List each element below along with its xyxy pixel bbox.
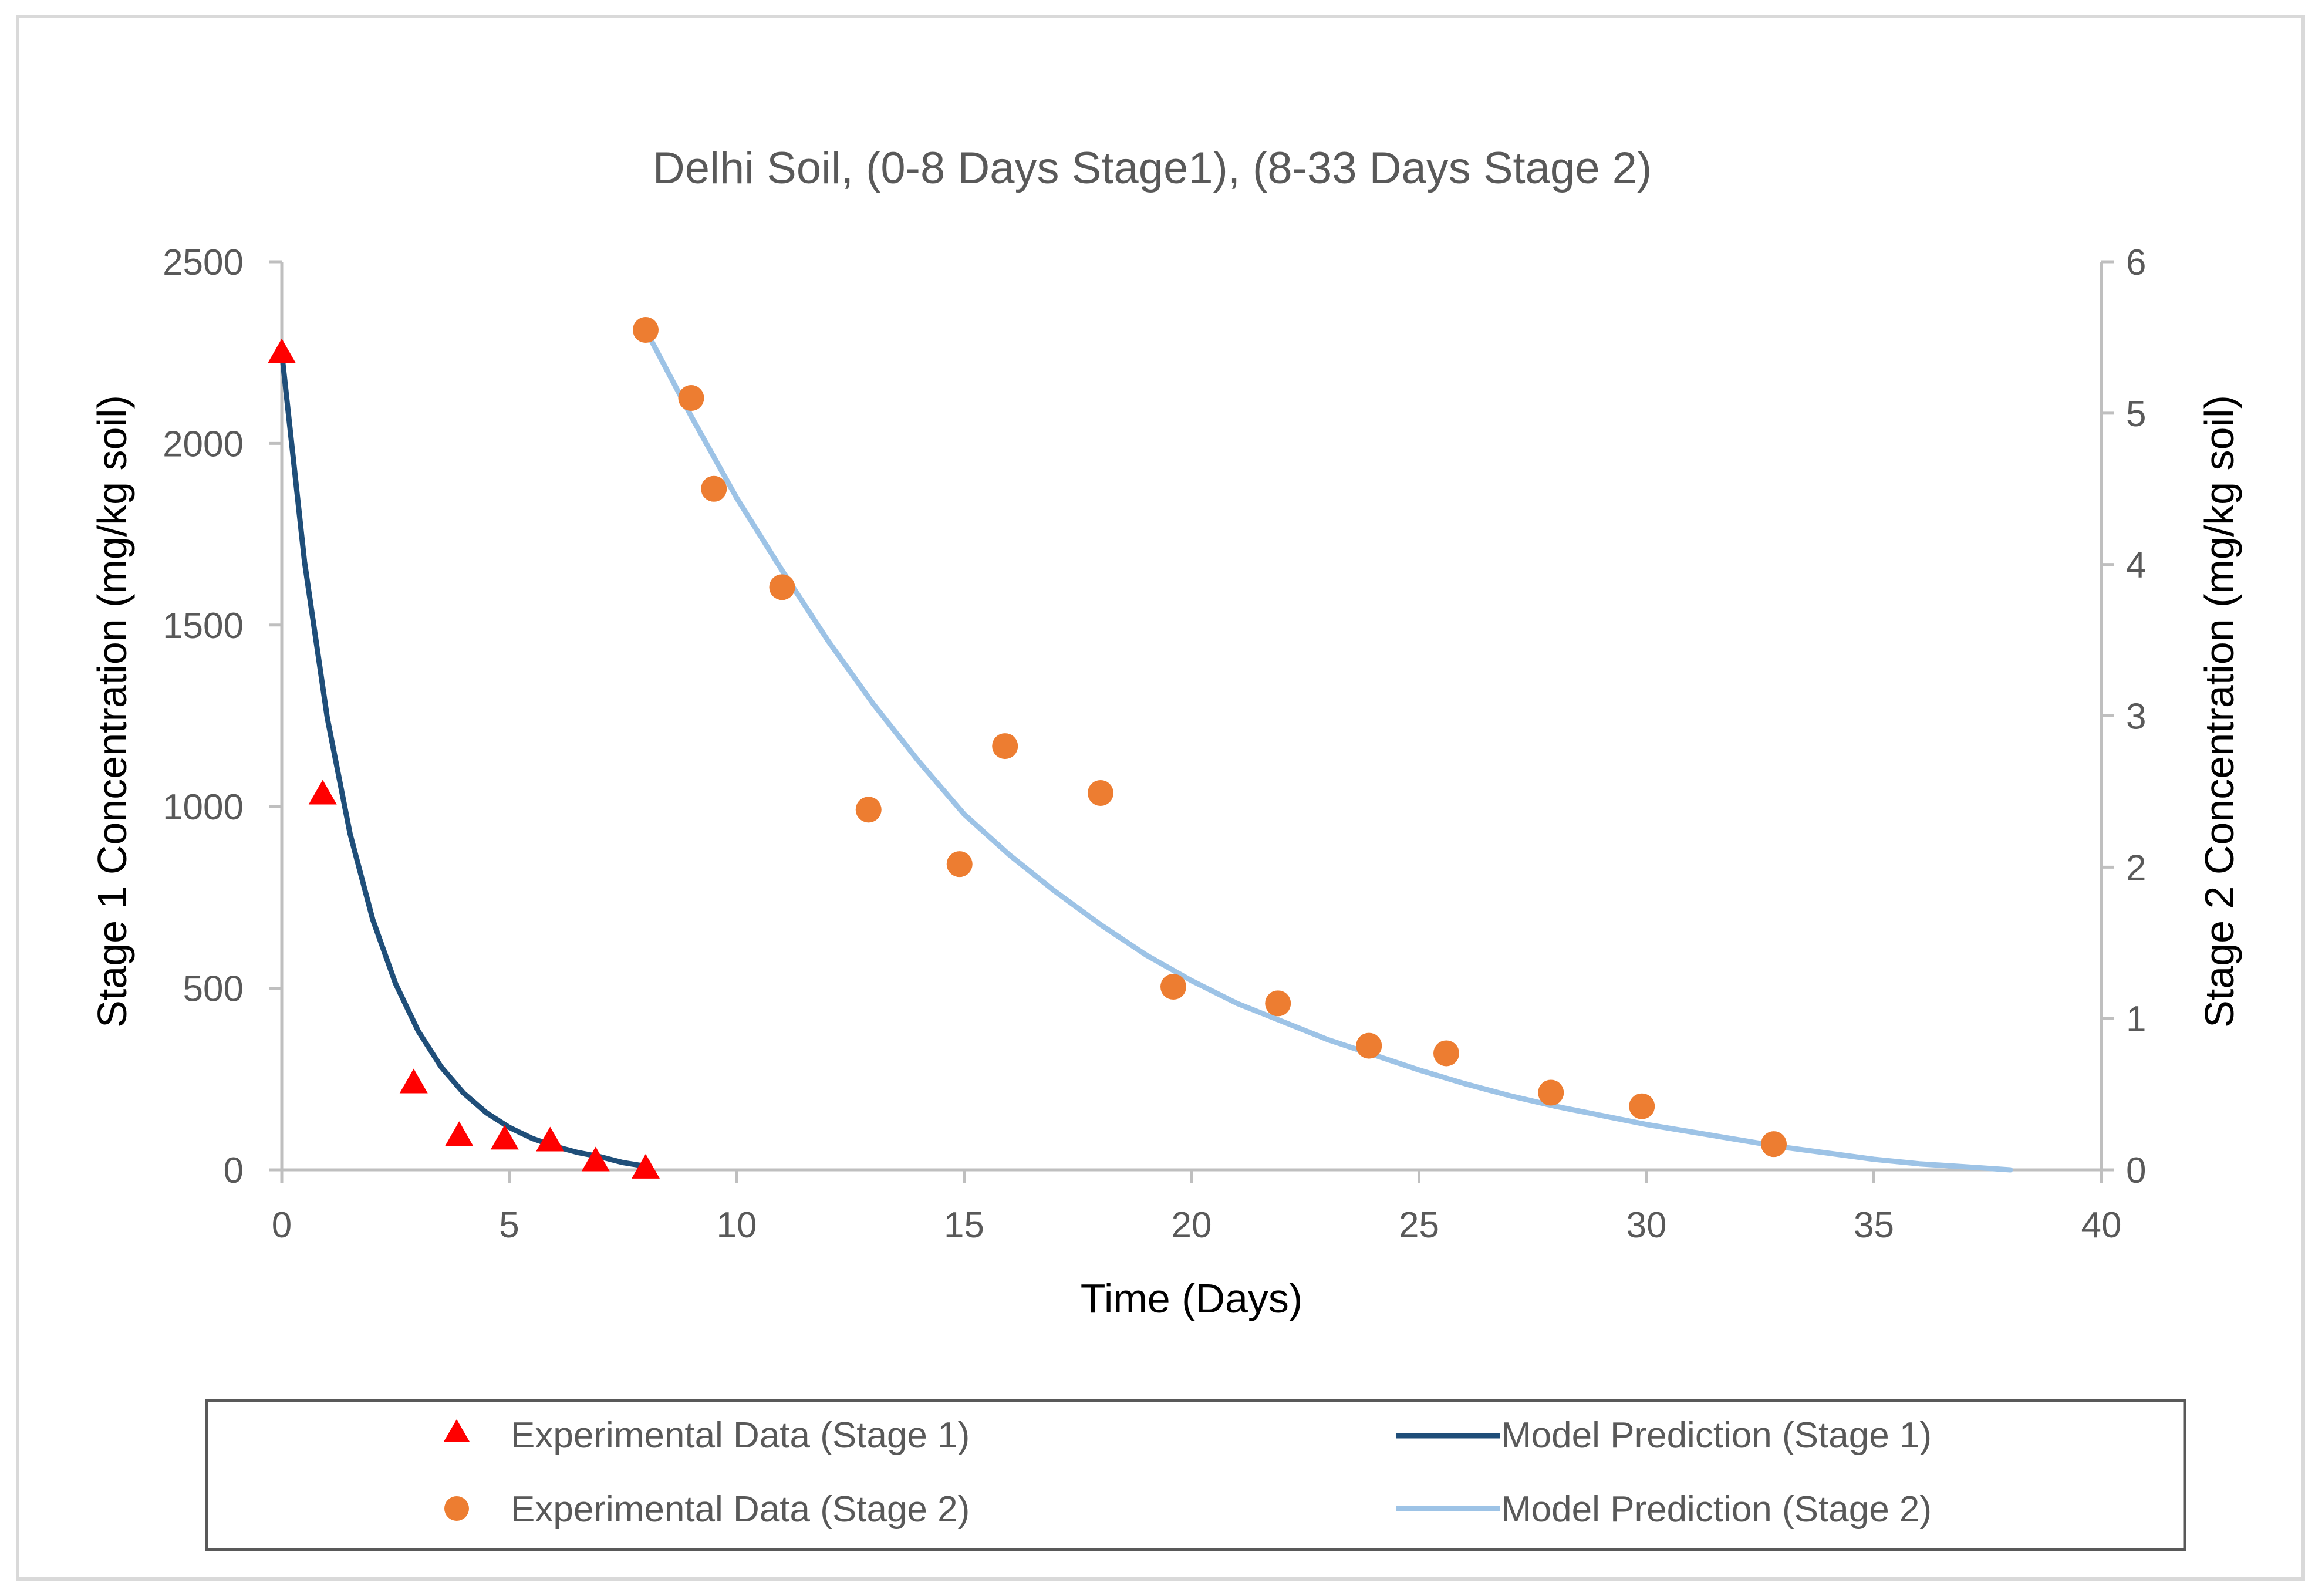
y-tick-label: 500: [183, 969, 244, 1010]
y-tick-label: 1500: [163, 606, 244, 646]
model-line-stage1: [279, 350, 649, 1169]
data-point-stage2: [769, 574, 795, 600]
legend-label-stage1-model: Model Prediction (Stage 1): [1501, 1415, 1932, 1456]
legend-item-stage2-model: Model Prediction (Stage 2): [1396, 1489, 1932, 1530]
legend-item-stage1-points: Experimental Data (Stage 1): [444, 1415, 970, 1456]
y2-tick-label: 6: [2126, 242, 2146, 283]
data-point-stage1: [490, 1125, 519, 1150]
x-tick-label: 15: [944, 1205, 984, 1246]
y2-tick-label: 2: [2126, 848, 2146, 888]
x-tick-label: 40: [2081, 1205, 2122, 1246]
data-point-stage2: [633, 317, 659, 343]
y2-tick-label: 5: [2126, 394, 2146, 434]
x-tick-label: 30: [1626, 1205, 1667, 1246]
data-point-stage2: [678, 385, 704, 411]
x-tick-label: 20: [1172, 1205, 1212, 1246]
y2-ticks: 0 1 2 3 4 5 6: [2101, 242, 2146, 1191]
y2-tick-label: 3: [2126, 697, 2146, 737]
data-point-stage1: [308, 780, 337, 805]
data-point-stage2: [1538, 1079, 1564, 1106]
y-tick-label: 1000: [163, 787, 244, 828]
y-ticks: 0 500 1000 1500 2000 2500: [163, 242, 282, 1191]
data-point-stage2: [1433, 1040, 1459, 1067]
data-point-stage1: [445, 1121, 474, 1146]
legend-item-stage2-points: Experimental Data (Stage 2): [444, 1489, 970, 1530]
data-point-stage2: [701, 475, 727, 502]
x-tick-label: 5: [499, 1205, 519, 1246]
data-point-stage2: [992, 733, 1018, 760]
y-tick-label: 0: [224, 1150, 244, 1191]
y2-tick-label: 1: [2126, 999, 2146, 1040]
chart-title: Delhi Soil, (0-8 Days Stage1), (8-33 Day…: [653, 143, 1652, 193]
legend-label-stage2-model: Model Prediction (Stage 2): [1501, 1489, 1932, 1530]
data-point-stage1: [536, 1126, 565, 1152]
y2-axis-title: Stage 2 Concentration (mg/kg soil): [2196, 395, 2242, 1028]
y-axis-title: Stage 1 Concentration (mg/kg soil): [89, 395, 135, 1028]
data-point-stage2: [1265, 990, 1291, 1017]
plot-points: [268, 317, 1787, 1179]
x-tick-label: 35: [1854, 1205, 1894, 1246]
circle-marker-icon: [444, 1496, 469, 1521]
legend-box: [205, 1399, 2186, 1551]
data-point-stage1: [632, 1153, 660, 1179]
data-point-stage1: [399, 1068, 428, 1094]
data-point-stage1: [268, 338, 296, 363]
data-point-stage2: [1629, 1093, 1655, 1119]
chart-frame: [16, 15, 2305, 1581]
data-point-stage2: [1761, 1131, 1787, 1158]
legend-label-stage2-points: Experimental Data (Stage 2): [511, 1489, 970, 1530]
legend: Experimental Data (Stage 1) Experimental…: [205, 1399, 2186, 1551]
y-tick-label: 2500: [163, 242, 244, 283]
x-tick-label: 0: [272, 1205, 292, 1246]
data-point-stage2: [1160, 974, 1186, 1000]
data-point-stage1: [581, 1146, 610, 1172]
y2-tick-label: 4: [2126, 545, 2146, 586]
x-axis-title: Time (Days): [1081, 1276, 1303, 1321]
y2-tick-label: 0: [2126, 1150, 2146, 1191]
legend-item-stage1-model: Model Prediction (Stage 1): [1396, 1415, 1932, 1456]
data-point-stage2: [946, 851, 973, 878]
data-point-stage2: [1088, 780, 1113, 806]
triangle-marker-icon: [444, 1419, 470, 1442]
x-tick-label: 10: [717, 1205, 757, 1246]
legend-label-stage1-points: Experimental Data (Stage 1): [511, 1415, 970, 1456]
y-tick-label: 2000: [163, 424, 244, 464]
x-ticks: 0 5 10 15 20 25 30 35 40: [272, 1170, 2122, 1246]
x-tick-label: 25: [1399, 1205, 1439, 1246]
data-point-stage2: [855, 797, 882, 823]
data-point-stage2: [1356, 1032, 1382, 1059]
